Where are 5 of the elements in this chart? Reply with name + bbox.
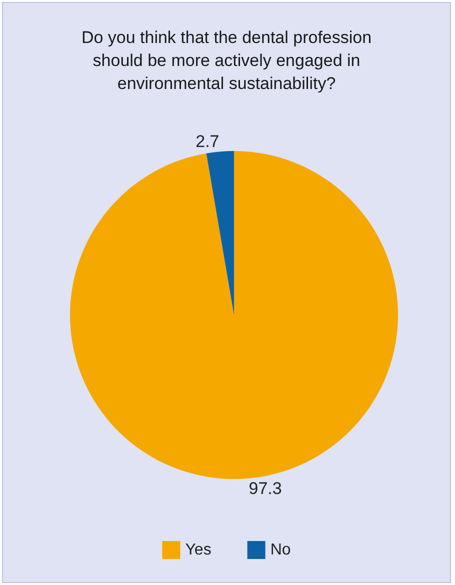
legend-label: Yes xyxy=(185,542,212,558)
data-label: 2.7 xyxy=(196,132,220,152)
data-label: 97.3 xyxy=(248,478,282,498)
legend-label: No xyxy=(270,542,291,558)
chart-title: Do you think that the dental profession should be more actively engaged in environmental sustainability? xyxy=(81,28,372,93)
